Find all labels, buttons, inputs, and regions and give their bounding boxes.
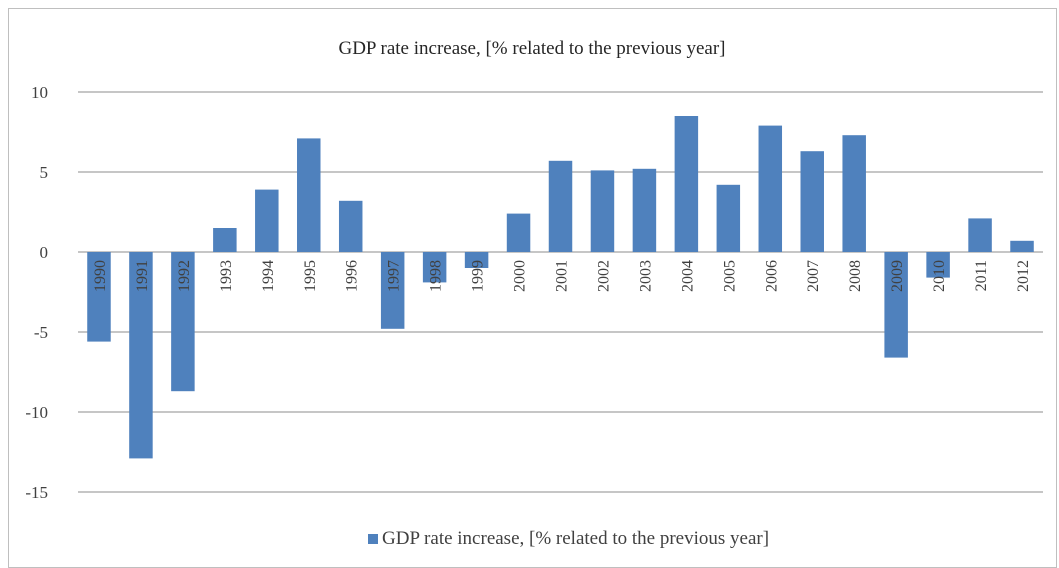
bar-2005 — [716, 184, 741, 252]
category-label-2011: 2011 — [973, 260, 990, 291]
bar-2001 — [548, 160, 573, 252]
category-labels: 1990 1991 1992 1993 1994 1995 1996 1997 1998 1999… — [92, 260, 1032, 292]
category-label-2007: 2007 — [805, 260, 822, 292]
y-axis: 10 5 0 -5 -10 -15 — [25, 83, 48, 502]
y-tick-label: -5 — [34, 323, 48, 342]
y-tick-label: -10 — [25, 403, 48, 422]
legend-label: GDP rate increase, [% related to the pre… — [382, 528, 769, 549]
category-label-2000: 2000 — [512, 260, 529, 292]
category-label-2005: 2005 — [721, 260, 738, 292]
category-label-2003: 2003 — [637, 260, 654, 292]
category-label-2002: 2002 — [595, 260, 612, 292]
gridlines — [78, 91, 1043, 493]
category-label-1996: 1996 — [344, 260, 361, 292]
bar-2010 — [926, 252, 950, 278]
category-label-1998: 1998 — [428, 260, 445, 292]
category-label-2001: 2001 — [554, 260, 571, 292]
category-label-1992: 1992 — [176, 260, 193, 292]
bar-1995 — [297, 138, 321, 252]
bar-1996 — [338, 200, 363, 252]
category-label-2010: 2010 — [931, 260, 948, 292]
category-label-1990: 1990 — [92, 260, 109, 292]
category-label-1993: 1993 — [218, 260, 235, 292]
bar-2011 — [968, 218, 992, 252]
chart-title: GDP rate increase, [% related to the pre… — [338, 38, 725, 59]
bar-1992 — [171, 252, 195, 392]
legend: GDP rate increase, [% related to the pre… — [368, 528, 769, 549]
category-label-1997: 1997 — [386, 260, 403, 292]
category-label-1994: 1994 — [260, 260, 277, 292]
bar-1990 — [87, 252, 111, 342]
y-tick-label: 0 — [40, 243, 49, 262]
bar-2009 — [884, 252, 908, 358]
legend-swatch — [368, 534, 378, 544]
bar-1994 — [255, 189, 279, 252]
bar-1993 — [213, 228, 237, 252]
bar-1999 — [464, 252, 489, 268]
bar-2008 — [842, 135, 866, 252]
bar-2007 — [800, 151, 824, 252]
y-tick-label: 10 — [31, 83, 48, 102]
y-tick-label: 5 — [40, 163, 49, 182]
category-label-2012: 2012 — [1015, 260, 1032, 292]
category-label-2006: 2006 — [763, 260, 780, 292]
category-label-2009: 2009 — [889, 260, 906, 292]
category-label-2008: 2008 — [847, 260, 864, 292]
category-label-1991: 1991 — [134, 260, 151, 292]
category-label-2004: 2004 — [679, 260, 696, 292]
bars — [87, 116, 1034, 459]
bar-2002 — [590, 170, 615, 252]
bar-2012 — [1010, 240, 1034, 252]
category-label-1999: 1999 — [470, 260, 487, 292]
bar-2000 — [506, 213, 531, 252]
bar-1997 — [380, 252, 405, 329]
category-label-1995: 1995 — [302, 260, 319, 292]
bar-2004 — [674, 116, 699, 252]
bar-1991 — [129, 252, 153, 459]
bar-2003 — [632, 168, 657, 252]
bar-2006 — [758, 125, 783, 252]
y-tick-label: -15 — [25, 483, 48, 502]
bar-1998 — [422, 252, 447, 283]
